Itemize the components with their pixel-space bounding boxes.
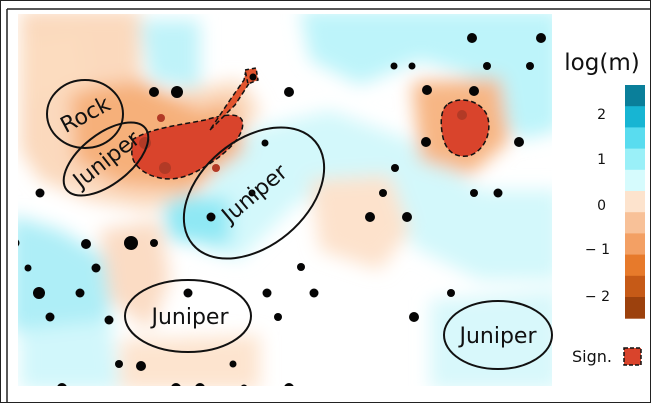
sample-point <box>24 264 32 272</box>
colorbar-swatch <box>625 275 645 298</box>
contour-cyan-bottomright <box>430 290 552 386</box>
sample-point <box>262 288 272 298</box>
sample-point <box>536 33 546 43</box>
rock-outline <box>46 79 124 149</box>
legend-tick-0: 0 <box>597 198 606 214</box>
juniper-outline-2 <box>182 126 326 260</box>
sample-point <box>157 114 165 122</box>
sample-point <box>297 263 305 271</box>
legend-tick-1: 1 <box>597 152 606 168</box>
legend-tick-minus2: − 2 <box>585 289 610 305</box>
contour-cyan-deep <box>160 190 230 245</box>
sample-point <box>241 384 247 386</box>
sample-point <box>365 212 375 222</box>
juniper-region-4: Juniper <box>443 300 553 370</box>
sample-point <box>447 289 455 297</box>
juniper-outline-1 <box>62 121 150 197</box>
sample-point <box>45 312 55 322</box>
sample-point <box>526 62 534 70</box>
colorbar-swatch <box>625 127 645 150</box>
sample-point <box>91 263 101 273</box>
sample-point <box>104 315 114 325</box>
sample-point <box>409 312 419 322</box>
colorbar-swatch <box>625 85 645 107</box>
sample-point <box>248 189 256 197</box>
juniper-label-4: Juniper <box>457 324 537 349</box>
sample-point <box>33 287 45 299</box>
sample-point <box>274 313 282 321</box>
sample-point <box>159 162 171 174</box>
sample-point <box>422 85 432 95</box>
colorbar <box>625 85 645 319</box>
contour-orange-center <box>310 175 410 270</box>
sample-point <box>261 139 269 147</box>
sample-point <box>229 360 237 368</box>
contour-cyan-topleft <box>140 20 200 90</box>
colorbar-swatch <box>625 254 645 277</box>
juniper-outline-3 <box>124 279 252 353</box>
legend: log(m) 2 1 0 − 1 − 2 Sign. <box>564 50 645 366</box>
sample-point <box>115 360 123 368</box>
sample-point <box>284 383 294 386</box>
sample-point <box>469 86 479 96</box>
colorbar-swatch <box>625 148 645 171</box>
colorbar-swatch <box>625 297 645 319</box>
sample-point <box>75 288 85 298</box>
legend-title: log(m) <box>564 50 639 76</box>
contour-cyan-top <box>300 14 552 140</box>
contour-orange-lower <box>100 220 170 330</box>
sample-point <box>457 110 467 120</box>
significance-legend-swatch <box>623 347 642 366</box>
sample-points <box>18 33 546 386</box>
sample-point <box>470 189 478 197</box>
sample-point <box>171 86 183 98</box>
colorbar-swatch <box>625 233 645 256</box>
juniper-outline-4 <box>443 300 553 370</box>
sample-point <box>467 33 477 43</box>
sample-point <box>149 87 159 97</box>
sample-point <box>195 383 205 386</box>
sample-point <box>391 164 399 172</box>
colorbar-swatch <box>625 169 645 192</box>
sample-point <box>206 212 216 222</box>
legend-tick-minus1: − 1 <box>585 242 610 258</box>
sample-point <box>171 383 181 386</box>
sample-point <box>514 137 524 147</box>
sample-point <box>124 236 138 250</box>
sample-point <box>18 239 20 247</box>
sample-point <box>150 239 158 247</box>
sample-point <box>57 383 67 386</box>
juniper-region-3: Juniper <box>124 279 252 353</box>
sample-point <box>390 62 398 70</box>
legend-tick-2: 2 <box>597 107 606 123</box>
sample-point <box>284 87 294 97</box>
significance-region-4 <box>440 99 490 157</box>
colorbar-swatch <box>625 212 645 234</box>
sample-point <box>493 188 503 198</box>
sample-point <box>483 62 491 70</box>
sample-point <box>402 212 412 222</box>
sample-point <box>408 62 416 70</box>
colorbar-swatch <box>625 191 645 213</box>
contour-orange-topleft <box>20 30 90 100</box>
significance-legend-label: Sign. <box>572 347 612 366</box>
sample-point <box>421 137 431 147</box>
colorbar-swatch <box>625 106 645 128</box>
sample-point <box>136 361 146 371</box>
sample-point <box>183 288 193 298</box>
juniper-label-3: Juniper <box>149 305 229 330</box>
sample-point <box>35 188 45 198</box>
contour-field <box>18 14 552 386</box>
contour-cyan-bottomleft <box>20 320 120 386</box>
sample-point <box>309 288 319 298</box>
sample-point <box>379 189 387 197</box>
sample-point <box>212 164 220 172</box>
sample-point <box>81 239 91 249</box>
sample-point <box>249 73 257 81</box>
